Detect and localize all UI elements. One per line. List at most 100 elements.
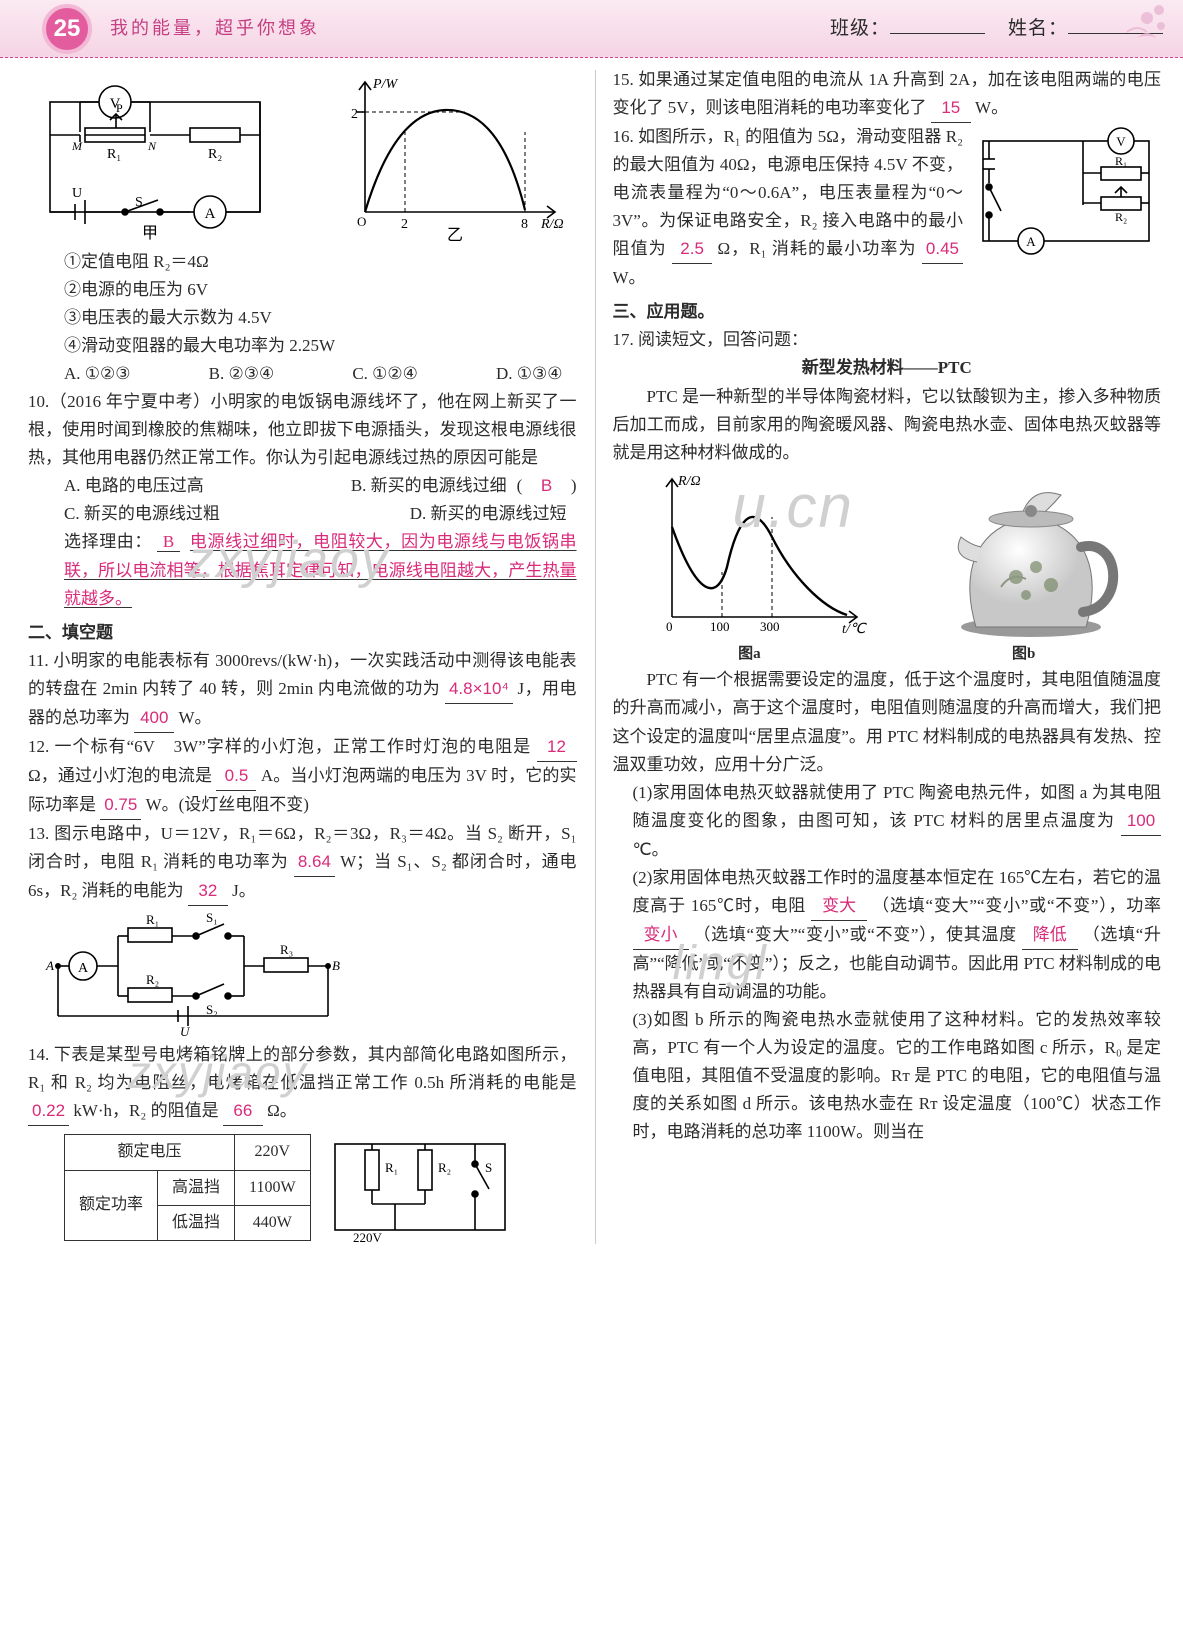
- page-header: 25 我的能量，超乎你想象 班级： 姓名：: [0, 0, 1183, 58]
- svg-text:U: U: [180, 1024, 191, 1039]
- section2-title: 二、填空题: [28, 619, 577, 647]
- q14: 14. 下表是某型号电烤箱铭牌上的部分参数，其内部简化电路如图所示，R₁ 和 R…: [28, 1041, 577, 1126]
- svg-text:甲: 甲: [142, 225, 158, 242]
- q12-a2: 0.5: [216, 762, 256, 791]
- q16-circuit: V A R₁ R₂: [971, 127, 1161, 257]
- q13-circuit: A R₁ S₁ R₂ S₂ R₃ U A B: [28, 906, 577, 1041]
- q17-p1: PTC 是一种新型的半导体陶瓷材料，它以钛酸钡为主，掺入多种物质后加工而成，目前…: [613, 383, 1162, 467]
- svg-text:2: 2: [351, 107, 358, 122]
- q17-intro: 17. 阅读短文，回答问题：: [613, 326, 1162, 354]
- q16-a1: 2.5: [672, 235, 712, 264]
- two-column-layout: V A R₁ R₂ U S P M N 甲 P/W R/Ω 2: [0, 58, 1183, 1254]
- q15-a: 15: [931, 94, 971, 123]
- q9-graph-svg: P/W R/Ω 2 O 2 8 乙: [335, 72, 575, 242]
- svg-text:R₂: R₂: [208, 147, 222, 162]
- slogan-text: 我的能量，超乎你想象: [110, 14, 320, 44]
- svg-text:A: A: [78, 961, 89, 976]
- svg-text:R₂: R₂: [438, 1160, 451, 1175]
- right-column: 15. 如果通过某定值电阻的电流从 1A 升高到 2A，加在该电阻两端的电压变化…: [595, 66, 1162, 1244]
- q11-a2: 400: [134, 704, 174, 733]
- q9-opt1: ①定值电阻 R₂＝4Ω: [28, 248, 577, 276]
- svg-text:A: A: [1026, 234, 1036, 249]
- q9-choice-a: A. ①②③: [64, 360, 131, 388]
- q13-a2: 32: [188, 877, 228, 906]
- svg-text:R/Ω: R/Ω: [540, 217, 564, 232]
- q14-circuit: R₁ R₂ S 220V: [325, 1134, 525, 1244]
- svg-text:R₁: R₁: [1115, 154, 1127, 168]
- svg-text:R₁: R₁: [107, 147, 121, 162]
- q10-reason: 选择理由： B 电源线过细时，电阻较大，因为电源线与电饭锅串联，所以电流相等，根…: [28, 528, 577, 612]
- q17-2-a1: 变大: [811, 892, 867, 921]
- q17-p2: PTC 有一个根据需要设定的温度，低于这个温度时，其电阻值随温度的升高而减小，高…: [613, 666, 1162, 778]
- svg-text:S₁: S₁: [206, 910, 218, 925]
- q10-answer: B: [527, 472, 567, 500]
- q16: V A R₁ R₂ 16. 如图所示，R₁ 的阻值为 5Ω，滑动变阻器 R₂ 的…: [613, 123, 1162, 292]
- q17-graph-a: R/Ω t/℃ 0 100 300: [642, 467, 872, 642]
- svg-text:8: 8: [521, 217, 528, 232]
- q17-captions: 图a图b: [613, 642, 1162, 667]
- section3-title: 三、应用题。: [613, 298, 1162, 326]
- svg-text:300: 300: [760, 619, 780, 634]
- svg-text:R₁: R₁: [146, 912, 159, 927]
- q15: 15. 如果通过某定值电阻的电流从 1A 升高到 2A，加在该电阻两端的电压变化…: [613, 66, 1162, 123]
- q17-2-a2: 变小: [633, 921, 689, 950]
- svg-text:乙: 乙: [446, 227, 462, 242]
- svg-text:0: 0: [666, 619, 673, 634]
- page-number-badge: 25: [42, 4, 92, 54]
- svg-text:P: P: [116, 101, 123, 115]
- q14-a2: 66: [223, 1097, 263, 1126]
- svg-text:B: B: [332, 958, 340, 973]
- q10-row1: A. 电路的电压过高B. 新买的电源线过细: [28, 472, 517, 500]
- q12-a3: 0.75: [100, 791, 141, 820]
- q17-sub2: lingl (2)家用固体电热灭蚊器工作时的温度基本恒定在 165℃左右，若它的…: [613, 864, 1162, 1006]
- q9-opt4: ④滑动变阻器的最大电功率为 2.25W: [28, 332, 577, 360]
- q11-a1: 4.8×10⁴: [445, 675, 513, 704]
- svg-text:220V: 220V: [353, 1230, 383, 1244]
- svg-text:U: U: [72, 186, 82, 201]
- corner-decor: [1107, 0, 1177, 48]
- q9-figures: V A R₁ R₂ U S P M N 甲 P/W R/Ω 2: [28, 66, 577, 248]
- svg-text:S₂: S₂: [206, 1002, 218, 1017]
- q9-circuit-svg: V A R₁ R₂ U S P M N 甲: [30, 72, 290, 242]
- svg-text:N: N: [147, 139, 157, 153]
- q9-choices: A. ①②③ B. ②③④ C. ①②④ D. ①③④: [28, 360, 577, 388]
- q17-sub1: (1)家用固体电热灭蚊器就使用了 PTC 陶瓷电热元件，如图 a 为其电阻随温度…: [613, 779, 1162, 864]
- svg-text:S: S: [485, 1160, 492, 1175]
- q10-text: 10.（2016 年宁夏中考）小明家的电饭锅电源线坏了，他在网上新买了一根，使用…: [28, 388, 577, 472]
- svg-text:t/℃: t/℃: [842, 622, 868, 637]
- q9-choice-d: D. ①③④: [496, 360, 563, 388]
- svg-text:R/Ω: R/Ω: [677, 474, 701, 489]
- q9-opt3: ③电压表的最大示数为 4.5V: [28, 304, 577, 332]
- svg-text:A: A: [45, 958, 54, 973]
- left-column: V A R₁ R₂ U S P M N 甲 P/W R/Ω 2: [28, 66, 595, 1244]
- q12-a1: 12: [537, 733, 577, 762]
- q17-title: 新型发热材料——PTC: [613, 354, 1162, 382]
- q9-choice-c: C. ①②④: [352, 360, 418, 388]
- svg-text:V: V: [1116, 134, 1126, 149]
- q9-choice-b: B. ②③④: [209, 360, 275, 388]
- svg-text:O: O: [357, 214, 366, 229]
- svg-text:R₂: R₂: [1115, 210, 1127, 224]
- q13: 13. 图示电路中，U＝12V，R₁＝6Ω，R₂＝3Ω，R₃＝4Ω。当 S₂ 断…: [28, 820, 577, 906]
- q17-1-a: 100: [1121, 807, 1161, 836]
- svg-text:M: M: [71, 139, 83, 153]
- svg-text:R₁: R₁: [385, 1160, 398, 1175]
- q17-kettle-img: [931, 467, 1131, 642]
- svg-text:S: S: [135, 195, 143, 210]
- q17-sub3: (3)如图 b 所示的陶瓷电热水壶就使用了这种材料。它的发热效率较高，PTC 有…: [613, 1006, 1162, 1146]
- q10-row2: C. 新买的电源线过粗D. 新买的电源线过短: [28, 500, 577, 528]
- q13-a1: 8.64: [294, 848, 335, 877]
- svg-text:P/W: P/W: [372, 77, 398, 92]
- class-label: 班级：: [830, 18, 890, 39]
- svg-text:100: 100: [710, 619, 730, 634]
- q14-a1: 0.22: [28, 1097, 69, 1126]
- svg-text:R₂: R₂: [146, 972, 159, 987]
- svg-text:A: A: [205, 206, 216, 222]
- svg-text:R₃: R₃: [280, 942, 293, 957]
- q12: 12. 一个标有“6V 3W”字样的小灯泡，正常工作时灯泡的电阻是 12 Ω，通…: [28, 733, 577, 820]
- q9-opt2: ②电源的电压为 6V: [28, 276, 577, 304]
- q14-table: 额定电压220V 额定功率高温挡1100W 低温挡440W: [64, 1134, 311, 1241]
- q11: 11. 小明家的电能表标有 3000revs/(kW·h)，一次实践活动中测得该…: [28, 647, 577, 733]
- name-label: 姓名：: [1008, 18, 1068, 39]
- q16-a2: 0.45: [922, 235, 963, 264]
